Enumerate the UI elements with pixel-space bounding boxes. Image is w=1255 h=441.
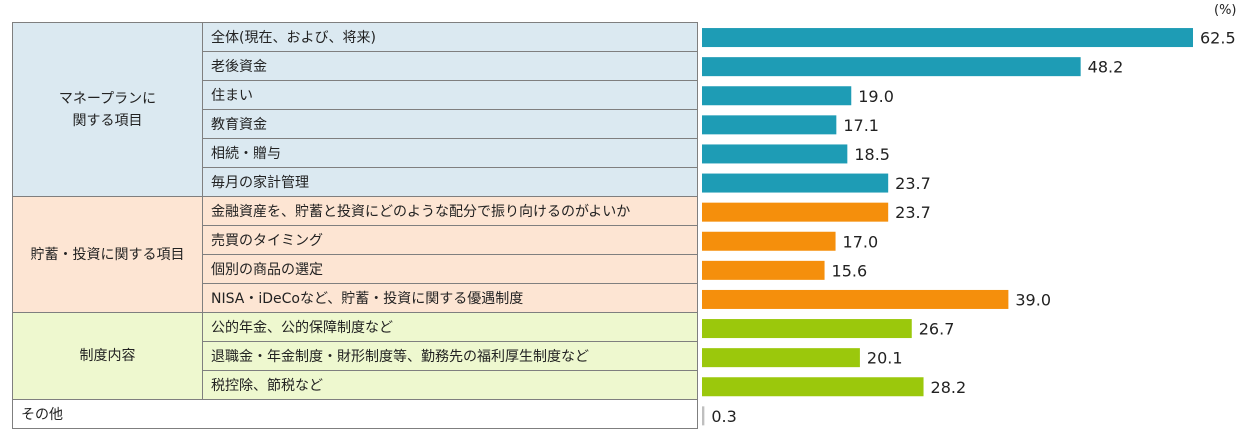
category-label: 売買のタイミング bbox=[202, 225, 698, 255]
category-label: 金融資産を、貯蓄と投資にどのような配分で振り向けるのがよいか bbox=[202, 196, 698, 226]
bar bbox=[702, 86, 852, 106]
bar bbox=[702, 28, 1193, 48]
category-label: 老後資金 bbox=[202, 51, 698, 81]
group-label-line: 貯蓄・投資に関する項目 bbox=[30, 246, 185, 263]
category-row: 毎月の家計管理 bbox=[13, 167, 698, 197]
category-label: 毎月の家計管理 bbox=[202, 167, 698, 197]
bar-value-label: 17.1 bbox=[843, 116, 879, 135]
category-row: 売買のタイミング bbox=[13, 225, 698, 255]
bar-value-label: 23.7 bbox=[895, 174, 931, 193]
bar bbox=[702, 57, 1081, 77]
bar-value-label: 15.6 bbox=[832, 261, 868, 280]
group-label-line: 制度内容 bbox=[79, 348, 136, 364]
category-label: 個別の商品の選定 bbox=[202, 254, 698, 284]
category-table: マネープランに 関する項目 全体(現在、および、将来) 老後資金 住まい 教育資金 相続・贈… bbox=[12, 22, 698, 429]
category-row: 住まい bbox=[13, 80, 698, 110]
unit-label: (%) bbox=[1214, 3, 1237, 18]
category-row: 相続・贈与 bbox=[13, 138, 698, 168]
category-label: 公的年金、公的保障制度など bbox=[202, 312, 698, 342]
bar-value-label: 20.1 bbox=[867, 349, 903, 368]
bar bbox=[702, 231, 836, 251]
bar bbox=[702, 202, 889, 222]
bar-value-label: 39.0 bbox=[1015, 290, 1051, 309]
category-row: NISA・iDeCoなど、貯蓄・投資に関する優遇制度 bbox=[13, 283, 698, 313]
group-label-line: 関する項目 bbox=[72, 112, 143, 129]
bar bbox=[702, 260, 825, 280]
bar-value-label: 19.0 bbox=[858, 87, 894, 106]
bar bbox=[702, 115, 837, 135]
bar-value-label: 17.0 bbox=[843, 232, 879, 251]
category-label: 相続・贈与 bbox=[202, 138, 698, 168]
bar-value-label: 48.2 bbox=[1088, 58, 1124, 77]
category-row: マネープランに 関する項目 全体(現在、および、将来) bbox=[12, 22, 698, 197]
bar-value-label: 18.5 bbox=[854, 145, 890, 164]
category-row: その他 bbox=[12, 399, 698, 429]
bar-value-label: 0.3 bbox=[711, 407, 736, 426]
bar-value-label: 28.2 bbox=[931, 378, 967, 397]
category-label: その他 bbox=[12, 399, 698, 429]
bar bbox=[702, 348, 860, 368]
category-row: 貯蓄・投資に関する項目 金融資産を、貯蓄と投資にどのような配分で振り向けるのがよい… bbox=[12, 196, 698, 313]
category-label: 教育資金 bbox=[202, 109, 698, 139]
bar-value-label: 23.7 bbox=[895, 203, 931, 222]
bar bbox=[702, 173, 889, 193]
bar bbox=[702, 377, 924, 397]
category-row: 個別の商品の選定 bbox=[13, 254, 698, 284]
category-label: NISA・iDeCoなど、貯蓄・投資に関する優遇制度 bbox=[202, 283, 698, 313]
category-row: 老後資金 bbox=[13, 51, 698, 81]
category-row: 制度内容 公的年金、公的保障制度など bbox=[12, 312, 698, 400]
group-label: 制度内容 bbox=[12, 312, 203, 400]
category-label: 住まい bbox=[202, 80, 698, 110]
bar bbox=[702, 319, 912, 339]
category-label: 退職金・年金制度・財形制度等、勤務先の福利厚生制度など bbox=[202, 341, 698, 371]
bar-value-label: 62.5 bbox=[1200, 29, 1236, 48]
category-label: 全体(現在、および、将来) bbox=[202, 22, 698, 52]
bar-value-label: 26.7 bbox=[919, 320, 955, 339]
bar bbox=[702, 144, 848, 164]
category-row: 退職金・年金制度・財形制度等、勤務先の福利厚生制度など bbox=[13, 341, 698, 371]
category-row: 教育資金 bbox=[13, 109, 698, 139]
bar bbox=[702, 289, 1009, 309]
group-label-line: マネープランに bbox=[58, 90, 157, 107]
bar bbox=[702, 406, 705, 426]
